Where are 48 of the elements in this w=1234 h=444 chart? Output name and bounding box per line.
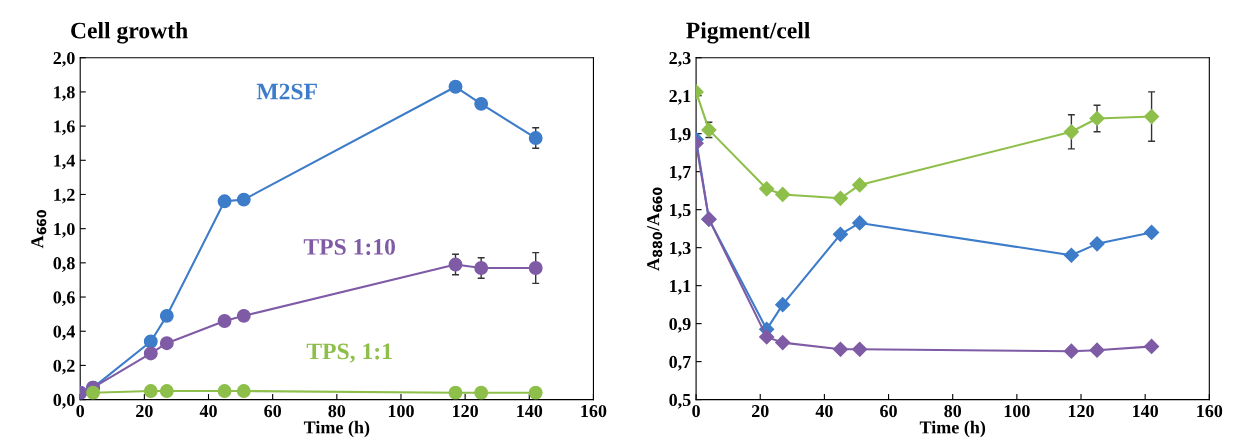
y-tick-label: 2,1 [669, 90, 691, 105]
y-tick-label: 0,9 [669, 317, 691, 333]
x-tick-label: 100 [1004, 404, 1030, 418]
x-axis-title: Time (h) [303, 420, 370, 438]
x-tick-label: 140 [517, 404, 543, 418]
y-tick-label: 0,0 [53, 393, 75, 409]
x-tick-label: 140 [1133, 404, 1159, 418]
y-tick-label: 0,2 [53, 359, 75, 375]
y-tick-label: 1,2 [54, 188, 75, 204]
x-tick-label: 100 [388, 404, 414, 418]
y-tick-label: 0,8 [53, 257, 75, 272]
y-tick-label: 1,7 [670, 166, 691, 181]
y-tick-label: 0,7 [669, 355, 691, 371]
series-label: TPS 1:10 [303, 238, 395, 255]
y-axis-title: A$_{660}$ [31, 210, 47, 249]
x-tick-label: 120 [453, 404, 478, 418]
x-tick-label: 60 [264, 404, 282, 418]
y-tick-label: 1,3 [670, 241, 691, 257]
y-axis-title: A$_{880}$/A$_{660}$ [647, 187, 663, 271]
x-tick-label: 160 [1197, 404, 1223, 418]
y-tick-label: 2,0 [53, 51, 75, 67]
x-axis-title: Time (h) [919, 420, 986, 438]
y-tick-label: 1,6 [54, 120, 75, 136]
x-tick-label: 60 [880, 404, 897, 418]
text: M2SF [256, 83, 317, 100]
y-tick-label: 2,3 [669, 52, 691, 67]
y-tick-label: 1,4 [54, 154, 76, 170]
y-tick-label: 0,4 [53, 325, 76, 341]
x-tick-label: 120 [1068, 404, 1094, 418]
x-tick-label: 0 [76, 404, 85, 418]
chart-title: Pigment/cell [686, 21, 810, 44]
y-tick-label: 1,1 [670, 279, 691, 295]
y-tick-label: 0,6 [53, 291, 75, 307]
y-tick-label: 1,5 [670, 204, 691, 219]
y-tick-label: 1,0 [54, 222, 75, 238]
x-tick-label: 40 [815, 404, 833, 418]
y-tick-label: 1,9 [670, 128, 691, 143]
x-tick-label: 20 [751, 404, 769, 418]
x-tick-label: 40 [199, 404, 217, 418]
y-tick-label: 0,5 [669, 393, 691, 409]
y-tick-label: 1,8 [54, 86, 75, 101]
x-tick-label: 20 [136, 404, 153, 418]
x-tick-label: 80 [328, 404, 346, 418]
chart-title: Cell growth [71, 21, 188, 44]
x-tick-label: 0 [692, 404, 700, 418]
x-tick-label: 160 [581, 404, 607, 418]
x-tick-label: 80 [944, 404, 962, 418]
series-label: TPS, 1:1 [306, 343, 392, 363]
